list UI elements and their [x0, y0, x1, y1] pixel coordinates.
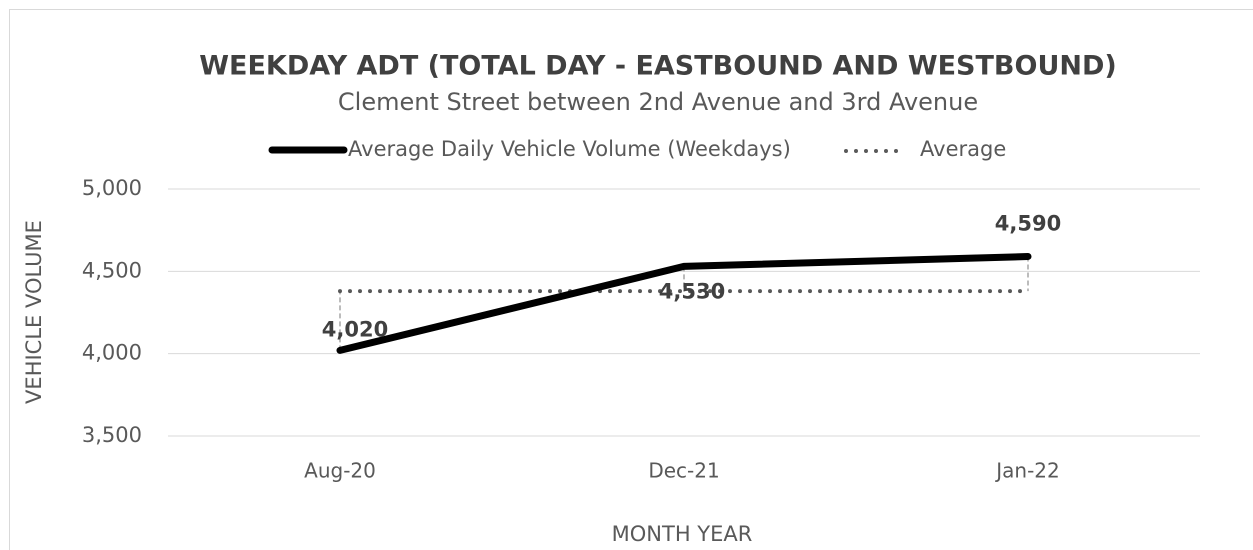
y-tick-label: 4,500 [82, 258, 142, 282]
data-line [336, 253, 1032, 354]
data-label: 4,020 [322, 317, 388, 341]
y-tick-label: 5,000 [82, 176, 142, 200]
x-tick-label: Jan-22 [994, 459, 1060, 483]
chart-subtitle: Clement Street between 2nd Avenue and 3r… [338, 88, 978, 116]
chart-title: WEEKDAY ADT (TOTAL DAY - EASTBOUND AND W… [199, 51, 1116, 82]
data-label: 4,590 [995, 212, 1061, 236]
x-tick-label: Dec-21 [648, 459, 719, 483]
y-tick-label: 4,000 [82, 341, 142, 365]
x-tick-label: Aug-20 [304, 459, 376, 483]
legend-label: Average [920, 137, 1006, 161]
chart-border [9, 9, 1253, 550]
y-axis-title: VEHICLE VOLUME [22, 220, 46, 404]
y-tick-label: 3,500 [82, 423, 142, 447]
x-axis-title: MONTH YEAR [612, 522, 753, 546]
legend-label: Average Daily Vehicle Volume (Weekdays) [348, 137, 791, 161]
data-label: 4,530 [659, 279, 725, 303]
